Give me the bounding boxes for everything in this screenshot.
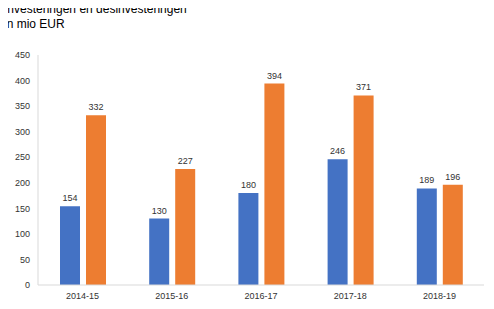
svg-text:200: 200 (15, 178, 30, 188)
svg-text:350: 350 (15, 101, 30, 111)
svg-text:189: 189 (419, 175, 434, 185)
svg-text:2014-15: 2014-15 (66, 291, 99, 301)
svg-text:332: 332 (88, 102, 103, 112)
svg-text:196: 196 (445, 172, 460, 182)
html-text:Investeringen en desinvesterin: Investeringen en desinvesteringen (4, 2, 187, 16)
svg-text:130: 130 (152, 206, 167, 216)
svg-text:2016-17: 2016-17 (244, 291, 277, 301)
svg-text:246: 246 (330, 146, 345, 156)
svg-text:250: 250 (15, 152, 30, 162)
svg-text:2017-18: 2017-18 (334, 291, 367, 301)
svg-text:2015-16: 2015-16 (155, 291, 188, 301)
svg-text:300: 300 (15, 127, 30, 137)
svg-text:0: 0 (25, 280, 30, 290)
svg-text:100: 100 (15, 229, 30, 239)
svg-text:150: 150 (15, 204, 30, 214)
svg-text:371: 371 (356, 82, 371, 92)
svg-text:180: 180 (241, 180, 256, 190)
svg-text:394: 394 (267, 71, 282, 81)
html-text:in mio EUR: in mio EUR (4, 17, 65, 31)
svg-text:2018-19: 2018-19 (423, 291, 456, 301)
svg-text:154: 154 (62, 193, 77, 203)
svg-text:400: 400 (15, 76, 30, 86)
svg-text:227: 227 (178, 156, 193, 166)
svg-text:450: 450 (15, 50, 30, 60)
svg-text:50: 50 (20, 255, 30, 265)
